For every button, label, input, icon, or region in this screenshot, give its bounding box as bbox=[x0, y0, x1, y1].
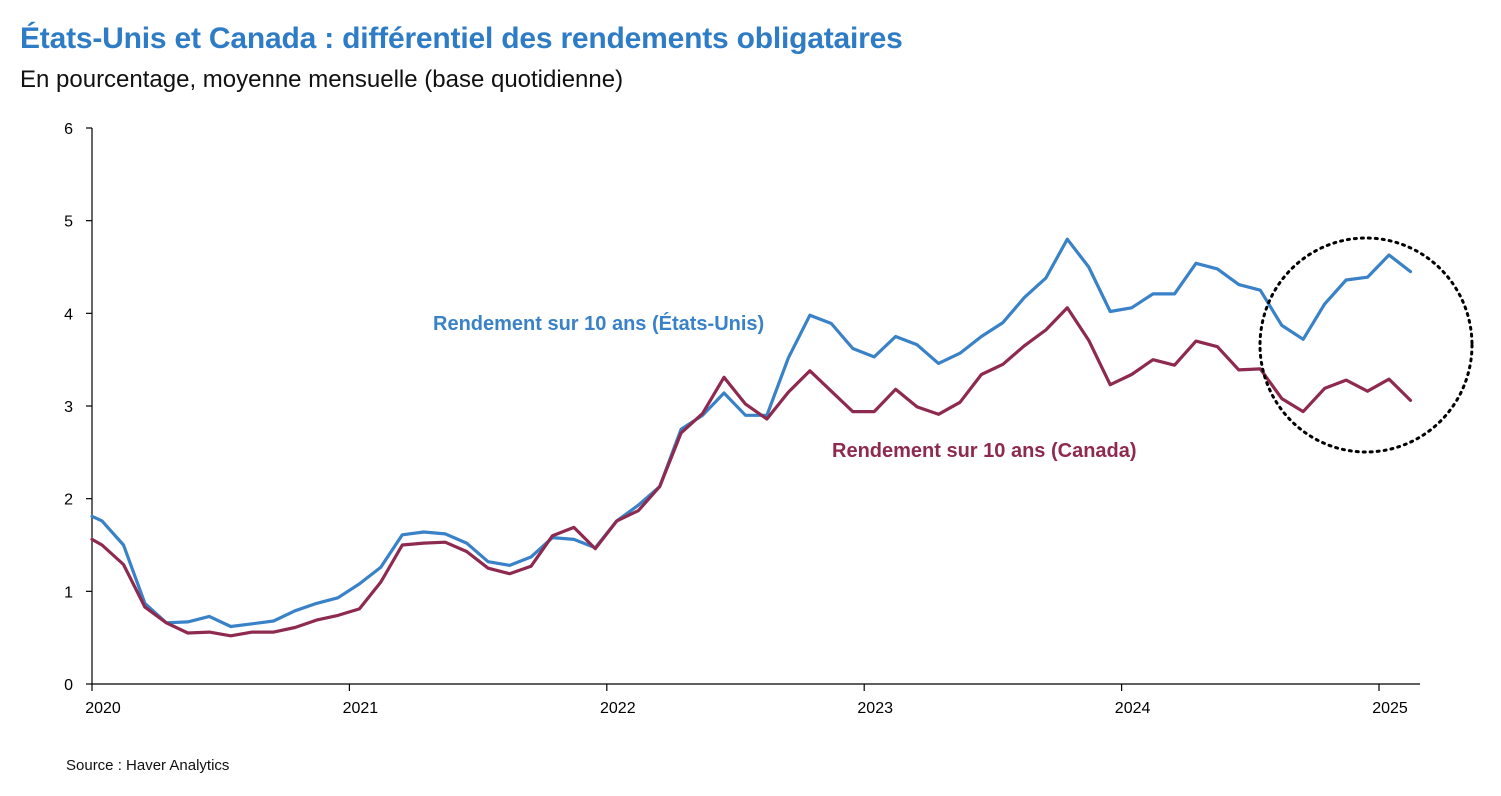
us-series-label: Rendement sur 10 ans (États-Unis) bbox=[433, 312, 764, 335]
x-tick-label: 2022 bbox=[600, 700, 636, 717]
y-tick-label: 3 bbox=[64, 399, 73, 416]
canada-series-line bbox=[90, 306, 1413, 638]
x-axis: 2020 2021 2022 2023 2024 2025 bbox=[85, 683, 1420, 717]
x-tick-label: 2023 bbox=[857, 700, 893, 717]
us-series-line bbox=[90, 237, 1413, 629]
y-tick-label: 4 bbox=[64, 306, 73, 323]
y-tick-label: 1 bbox=[64, 584, 73, 601]
x-tick-label: 2025 bbox=[1372, 700, 1408, 717]
y-tick-label: 2 bbox=[64, 492, 73, 509]
canada-series-label: Rendement sur 10 ans (Canada) bbox=[832, 440, 1137, 462]
y-tick-label: 0 bbox=[64, 677, 73, 694]
x-tick-label: 2024 bbox=[1115, 700, 1151, 717]
series-group bbox=[90, 237, 1413, 638]
x-tick-label: 2020 bbox=[85, 700, 121, 717]
y-tick-label: 6 bbox=[64, 121, 73, 138]
y-axis: 0 1 2 3 4 5 6 bbox=[64, 121, 93, 694]
chart-subtitle: En pourcentage, moyenne mensuelle (base … bbox=[20, 66, 624, 93]
y-tick-label: 5 bbox=[64, 214, 73, 231]
x-tick-label: 2021 bbox=[343, 700, 379, 717]
highlight-circle bbox=[1258, 236, 1474, 454]
source-note: Source : Haver Analytics bbox=[66, 757, 230, 774]
chart-title: États-Unis et Canada : différentiel des … bbox=[20, 22, 903, 55]
